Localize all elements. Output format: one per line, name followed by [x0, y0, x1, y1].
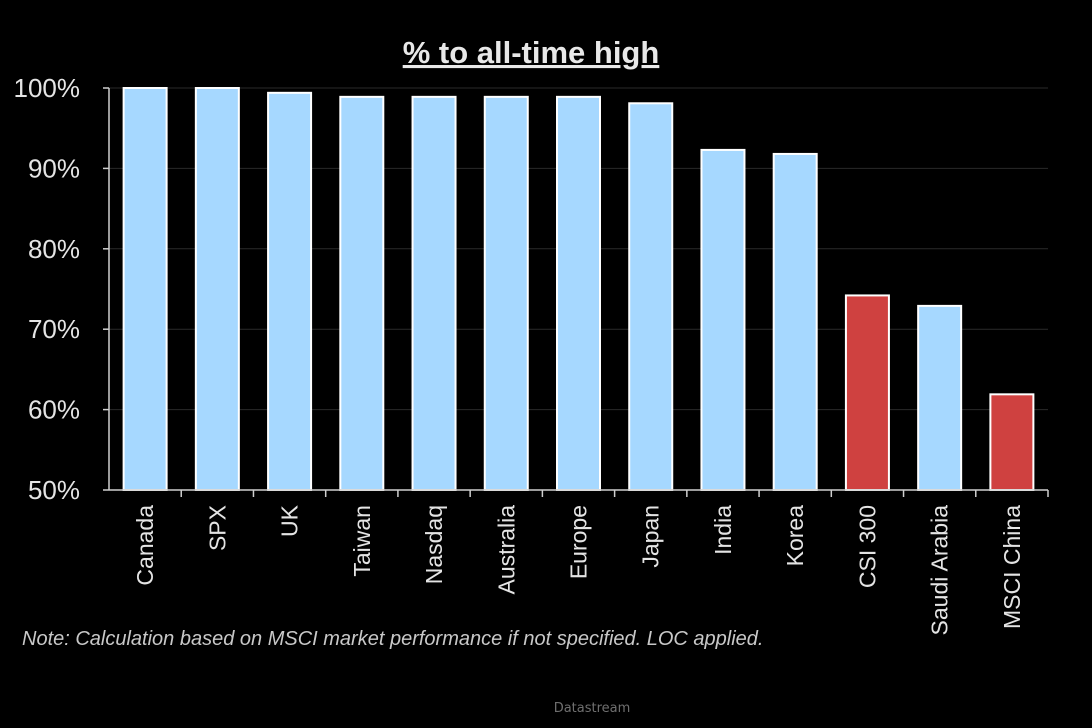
bar-csi-300: [844, 294, 890, 491]
bar-canada: [122, 87, 168, 491]
axes: [103, 87, 1049, 497]
bar-saudi-arabia: [917, 304, 963, 491]
footnote: Note: Calculation based on MSCI market p…: [22, 628, 764, 650]
bar-australia: [483, 95, 529, 492]
bar-msci-china: [989, 393, 1035, 492]
y-tick-label: 70%: [28, 314, 80, 344]
bar-nasdaq: [411, 95, 457, 492]
bar-taiwan: [339, 95, 385, 492]
bar-spx: [194, 87, 240, 491]
x-tick-label: Nasdaq: [421, 505, 447, 584]
x-tick-label: CSI 300: [854, 505, 880, 588]
bar-europe: [556, 95, 601, 492]
y-tick-label: 50%: [28, 475, 80, 505]
x-tick-label: UK: [277, 504, 303, 537]
x-axis-ticks: Canada SPX UK Taiwan Nasdaq Australia Europe Ja…: [132, 504, 1025, 635]
y-tick-label: 60%: [28, 395, 80, 425]
x-tick-label: MSCI China: [999, 505, 1025, 629]
x-tick-label: SPX: [204, 505, 230, 551]
x-tick-label: Saudi Arabia: [927, 505, 953, 636]
source-label: Datastream: [553, 701, 631, 716]
y-axis-ticks: 50% 60% 70% 80% 90% 100%: [14, 73, 81, 505]
x-tick-label: Europe: [566, 505, 592, 579]
x-tick-label: Japan: [638, 505, 664, 568]
bar-series: [122, 87, 1035, 492]
y-tick-label: 100%: [14, 73, 81, 103]
bar-india: [700, 148, 746, 492]
x-tick-label: Canada: [132, 505, 158, 586]
bar-japan: [628, 102, 674, 491]
x-tick-label: Korea: [782, 505, 808, 567]
y-tick-label: 80%: [28, 234, 80, 264]
bar-korea: [772, 152, 818, 491]
chart-title: % to all-time high: [403, 35, 660, 70]
x-tick-label: Australia: [493, 505, 519, 595]
x-tick-label: Taiwan: [349, 505, 375, 577]
bar-uk: [267, 91, 313, 491]
x-tick-label: India: [710, 505, 736, 555]
y-tick-label: 90%: [28, 153, 80, 183]
